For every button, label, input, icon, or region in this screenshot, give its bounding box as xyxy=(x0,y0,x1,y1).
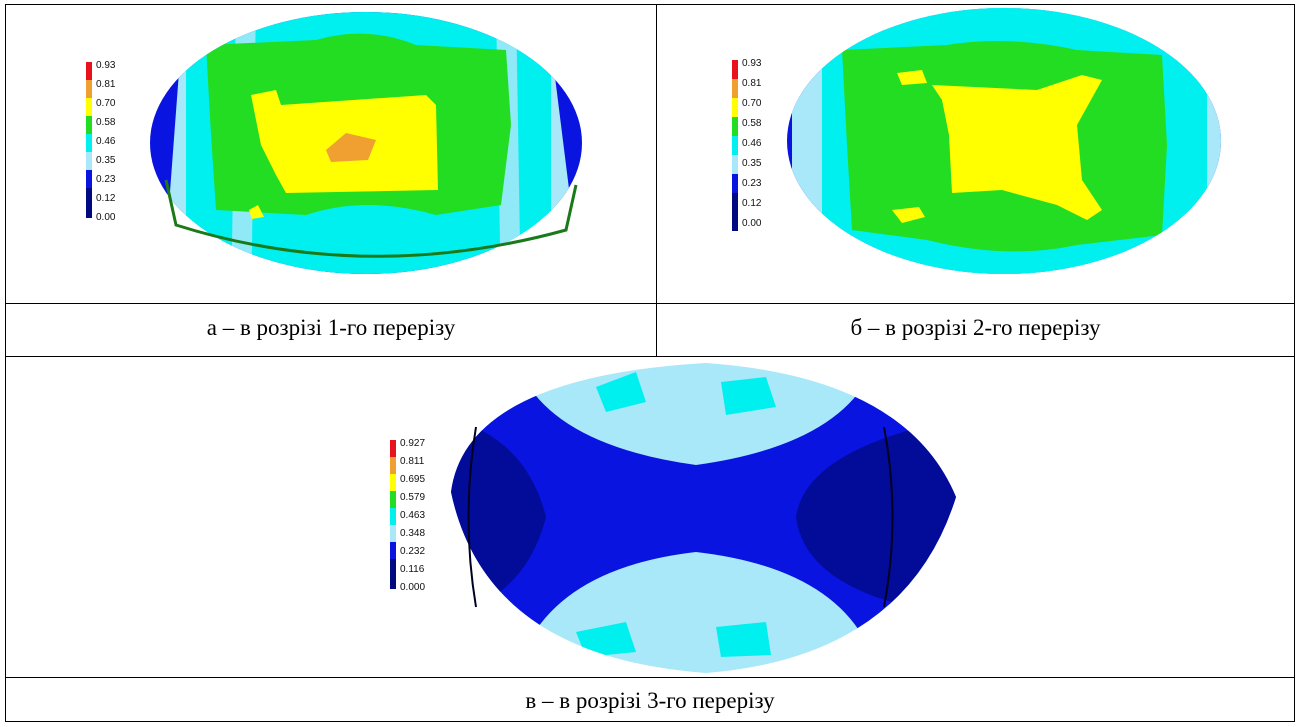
zone-yellow-small-1 xyxy=(897,70,927,85)
legend-label: 0.927 xyxy=(400,438,426,449)
legend-label: 0.579 xyxy=(400,492,426,503)
legend-swatch-blue xyxy=(390,542,396,559)
legend-label: 0.35 xyxy=(96,155,116,166)
legend-label: 0.70 xyxy=(96,98,116,109)
legend-swatch-green xyxy=(390,491,396,508)
contour-plot-a xyxy=(150,12,582,274)
legend-label: 0.00 xyxy=(96,212,116,223)
legend-swatch-darkblue xyxy=(390,559,396,589)
legend-label: 0.35 xyxy=(742,158,762,169)
legend-swatch-lightblue xyxy=(86,152,92,170)
plate-edge-right xyxy=(883,426,894,608)
zone-cyan-top xyxy=(596,372,776,415)
legend-label: 0.12 xyxy=(96,193,116,204)
legend-swatch-yellow xyxy=(86,98,92,116)
color-legend-b: 0.93 0.81 0.70 0.58 0.46 0.35 0.23 0.12 … xyxy=(732,58,792,238)
legend-label: 0.58 xyxy=(742,118,762,129)
zone-yellow-small-2 xyxy=(892,207,925,223)
legend-swatch-orange xyxy=(390,457,396,474)
plate-edge-left xyxy=(467,426,477,608)
legend-label: 0.348 xyxy=(400,528,426,539)
legend-swatch-red xyxy=(86,62,92,80)
legend-label: 0.12 xyxy=(742,198,762,209)
legend-swatch-blue xyxy=(732,174,738,193)
legend-swatch-red xyxy=(390,440,396,457)
legend-swatch-blue xyxy=(86,170,92,188)
row-divider-2 xyxy=(5,356,1295,357)
legend-label: 0.811 xyxy=(400,456,425,467)
legend-label: 0.00 xyxy=(742,218,762,229)
row-divider-3 xyxy=(5,677,1295,678)
legend-swatch-orange xyxy=(86,80,92,98)
legend-swatch-yellow xyxy=(390,474,396,491)
legend-swatch-cyan xyxy=(390,508,396,525)
color-legend-c: 0.927 0.811 0.695 0.579 0.463 0.348 0.23… xyxy=(390,438,460,598)
caption-a: а – в розрізі 1-го перерізу xyxy=(206,315,456,340)
row-divider-1 xyxy=(5,303,1295,304)
plate-edge xyxy=(164,179,578,258)
legend-label: 0.000 xyxy=(400,582,426,593)
legend-swatch-green xyxy=(732,117,738,136)
zone-yellow-small xyxy=(249,205,264,219)
zone-yellow xyxy=(932,75,1102,220)
contour-plot-c xyxy=(451,363,956,673)
legend-swatch-lightblue xyxy=(732,155,738,174)
zone-blue xyxy=(451,382,956,647)
zone-orange xyxy=(326,133,376,162)
legend-swatch-darkblue xyxy=(86,188,92,218)
legend-swatch-darkblue xyxy=(732,193,738,231)
legend-label: 0.46 xyxy=(742,138,762,149)
legend-label: 0.232 xyxy=(400,546,426,557)
legend-swatch-green xyxy=(86,116,92,134)
legend-swatch-lightblue xyxy=(390,525,396,542)
legend-label: 0.463 xyxy=(400,510,426,521)
legend-label: 0.695 xyxy=(400,474,426,485)
legend-label: 0.70 xyxy=(742,98,762,109)
legend-swatch-yellow xyxy=(732,98,738,117)
caption-b: б – в розрізі 2-го перерізу xyxy=(850,315,1101,340)
legend-label: 0.116 xyxy=(400,564,425,575)
cell-divider-vertical xyxy=(656,4,657,357)
legend-label: 0.81 xyxy=(742,78,762,89)
contour-plot-b xyxy=(787,8,1221,274)
legend-swatch-cyan xyxy=(732,136,738,155)
legend-label: 0.93 xyxy=(96,60,116,71)
color-legend-a: 0.93 0.81 0.70 0.58 0.46 0.35 0.23 0.12 … xyxy=(86,60,146,235)
caption-c: в – в розрізі 3-го перерізу xyxy=(525,688,775,713)
legend-label: 0.58 xyxy=(96,117,116,128)
legend-label: 0.81 xyxy=(96,79,116,90)
legend-label: 0.23 xyxy=(742,178,762,189)
figure-table xyxy=(5,4,1295,722)
legend-label: 0.93 xyxy=(742,58,762,69)
legend-swatch-red xyxy=(732,60,738,79)
legend-label: 0.46 xyxy=(96,136,116,147)
zone-cyan-bottom xyxy=(576,622,771,657)
legend-swatch-orange xyxy=(732,79,738,98)
legend-swatch-cyan xyxy=(86,134,92,152)
legend-label: 0.23 xyxy=(96,174,116,185)
